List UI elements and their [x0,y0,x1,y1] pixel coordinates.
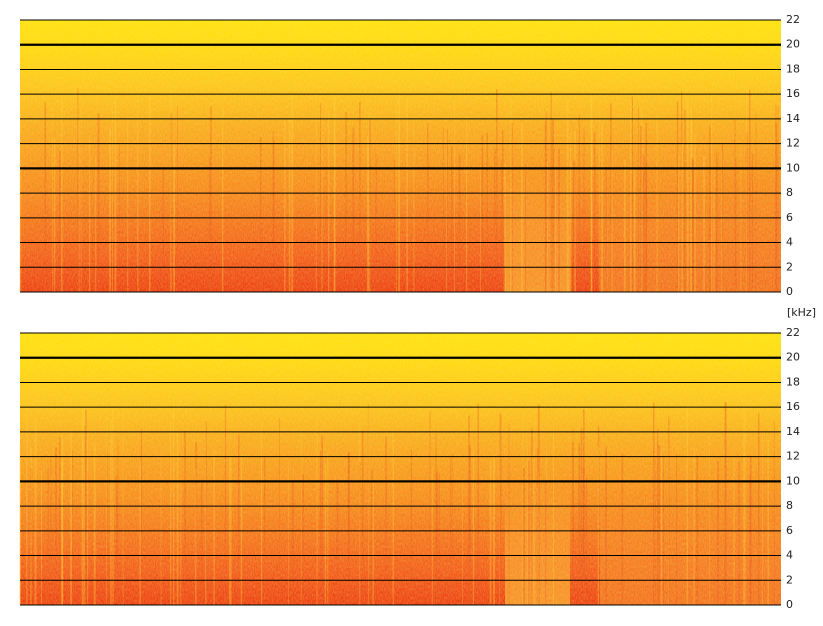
y-tick-label: 20 [786,351,800,364]
y-axis-unit: [kHz] [787,306,816,319]
y-tick-label: 8 [786,186,793,199]
y-tick-label: 18 [786,62,800,75]
y-tick-label: 4 [786,236,793,249]
spectrogram-noise [20,333,781,605]
y-tick-label: 10 [786,161,800,174]
y-tick-label: 14 [786,112,800,125]
y-tick-label: 16 [786,87,800,100]
y-tick-label: 22 [786,13,800,26]
y-tick-label: 6 [786,524,793,537]
y-tick-label: 10 [786,474,800,487]
y-tick-label: 16 [786,400,800,413]
y-tick-label: 14 [786,425,800,438]
y-tick-label: 0 [786,285,793,298]
y-tick-label: 22 [786,326,800,339]
y-tick-label: 0 [786,598,793,611]
y-tick-label: 6 [786,211,793,224]
spectrogram-noise [20,20,781,292]
y-tick-label: 2 [786,260,793,273]
y-tick-label: 12 [786,137,800,150]
y-tick-label: 8 [786,499,793,512]
y-tick-label: 20 [786,38,800,51]
y-tick-label: 2 [786,573,793,586]
y-tick-label: 12 [786,450,800,463]
y-tick-label: 18 [786,375,800,388]
y-tick-label: 4 [786,549,793,562]
